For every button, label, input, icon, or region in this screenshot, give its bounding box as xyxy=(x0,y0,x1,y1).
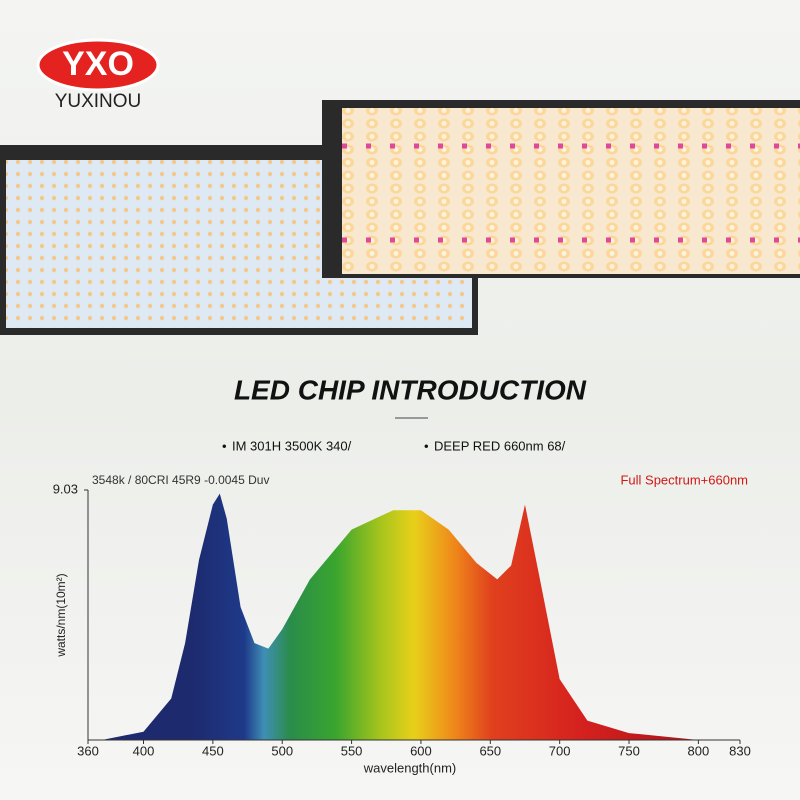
x-tick-label: 600 xyxy=(410,743,432,758)
heading: LED CHIP INTRODUCTION xyxy=(234,374,587,405)
bullet: • xyxy=(222,438,227,453)
bullet: • xyxy=(424,438,429,453)
led-board xyxy=(342,108,800,274)
annotation: Full Spectrum+660nm xyxy=(620,472,748,487)
x-tick-label: 550 xyxy=(341,743,363,758)
x-tick-label: 450 xyxy=(202,743,224,758)
logo-badge xyxy=(36,38,160,92)
chart-subtitle: 3548k / 80CRI 45R9 -0.0045 Duv xyxy=(92,473,269,487)
y-tick-label: 9.03 xyxy=(53,481,78,496)
x-tick-label: 500 xyxy=(271,743,293,758)
chip-item: IM 301H 3500K 340/ xyxy=(232,438,352,453)
plot: 360 400 450 500 550 600 650 700 750 800 830 9.03 xyxy=(53,481,751,758)
x-tick-label: 650 xyxy=(479,743,501,758)
spectrum-area xyxy=(101,493,699,740)
chip-item: DEEP RED 660nm 68/ xyxy=(434,438,566,453)
x-tick-label: 400 xyxy=(133,743,155,758)
y-axis-label: watts/nm(10m²) xyxy=(54,573,68,657)
brand-name: YUXINOU xyxy=(55,91,142,112)
x-tick-label: 750 xyxy=(618,743,640,758)
logo: YXO xyxy=(62,45,134,83)
x-axis-label: wavelength(nm) xyxy=(363,760,457,775)
x-tick-label: 830 xyxy=(729,743,751,758)
x-tick-label: 800 xyxy=(688,743,710,758)
x-tick-label: 360 xyxy=(77,743,99,758)
x-tick-label: 700 xyxy=(549,743,571,758)
